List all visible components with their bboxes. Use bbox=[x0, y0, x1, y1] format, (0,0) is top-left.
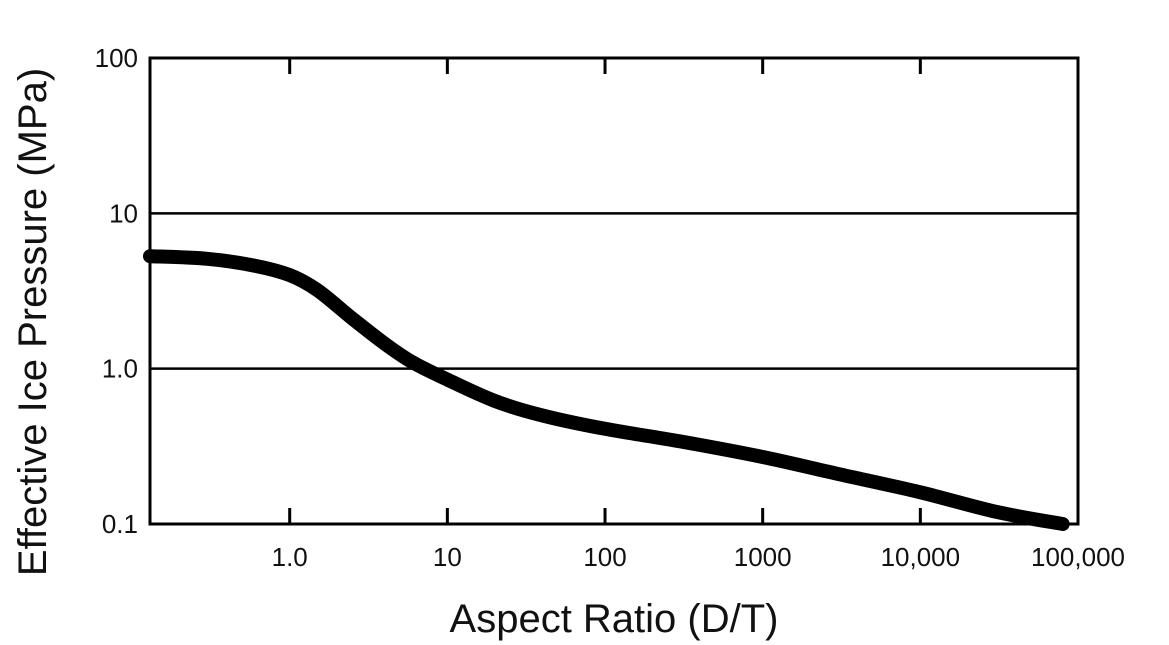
gridlines bbox=[150, 212, 1078, 370]
x-axis-title: Aspect Ratio (D/T) bbox=[450, 597, 779, 641]
x-tick-label: 1000 bbox=[734, 542, 792, 572]
plot-area-frame bbox=[148, 56, 1080, 526]
y-tick-label: 10 bbox=[109, 198, 138, 228]
axis-ticks bbox=[288, 58, 922, 524]
series-line bbox=[143, 249, 1070, 531]
x-tick-label: 100,000 bbox=[1031, 542, 1125, 572]
x-tick-label: 1.0 bbox=[272, 542, 308, 572]
tick-labels: 1.0 10 100 1000 10,000 100,000 0.1 1.0 10 100 bbox=[95, 43, 1125, 572]
y-tick-label: 0.1 bbox=[102, 509, 138, 539]
y-tick-label: 1.0 bbox=[102, 354, 138, 384]
x-tick-label: 100 bbox=[583, 542, 626, 572]
x-tick-label: 10,000 bbox=[881, 542, 961, 572]
y-axis-title: Effective Ice Pressure (MPa) bbox=[11, 68, 55, 576]
x-tick-label: 10 bbox=[433, 542, 462, 572]
y-tick-label: 100 bbox=[95, 43, 138, 73]
